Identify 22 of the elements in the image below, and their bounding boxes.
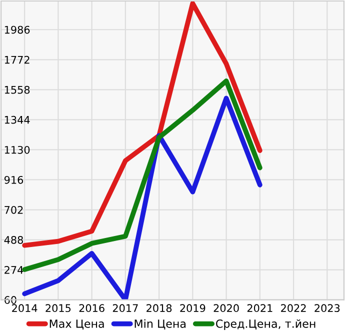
y-tick-label: 1772 xyxy=(4,56,30,64)
y-tick-label: 1130 xyxy=(4,146,30,154)
legend-label: Max Цена xyxy=(50,320,104,330)
y-tick-label: 488 xyxy=(4,236,23,244)
x-tick-label: 2018 xyxy=(146,304,172,312)
y-tick-label: 274 xyxy=(4,266,24,274)
legend-label: Min Цена xyxy=(134,319,186,330)
x-tick-label: 2019 xyxy=(180,304,206,312)
legend-label: Сред.Цена, т.йен xyxy=(216,319,316,330)
x-tick-label: 2020 xyxy=(214,304,239,312)
y-tick-label: 1986 xyxy=(4,26,30,34)
x-tick-label: 2021 xyxy=(247,304,272,312)
y-tick-label: 916 xyxy=(4,176,24,184)
y-tick-label: 1558 xyxy=(4,86,30,94)
x-tick-label: 2015 xyxy=(46,304,71,312)
x-tick-label: 2023 xyxy=(314,304,340,312)
x-tick-label: 2022 xyxy=(281,304,306,312)
x-tick-label: 2016 xyxy=(79,304,104,312)
y-tick-label: 702 xyxy=(4,206,23,214)
x-tick-label: 2017 xyxy=(112,304,138,312)
x-tick-label: 2014 xyxy=(12,304,38,312)
y-tick-label: 1344 xyxy=(4,116,30,124)
